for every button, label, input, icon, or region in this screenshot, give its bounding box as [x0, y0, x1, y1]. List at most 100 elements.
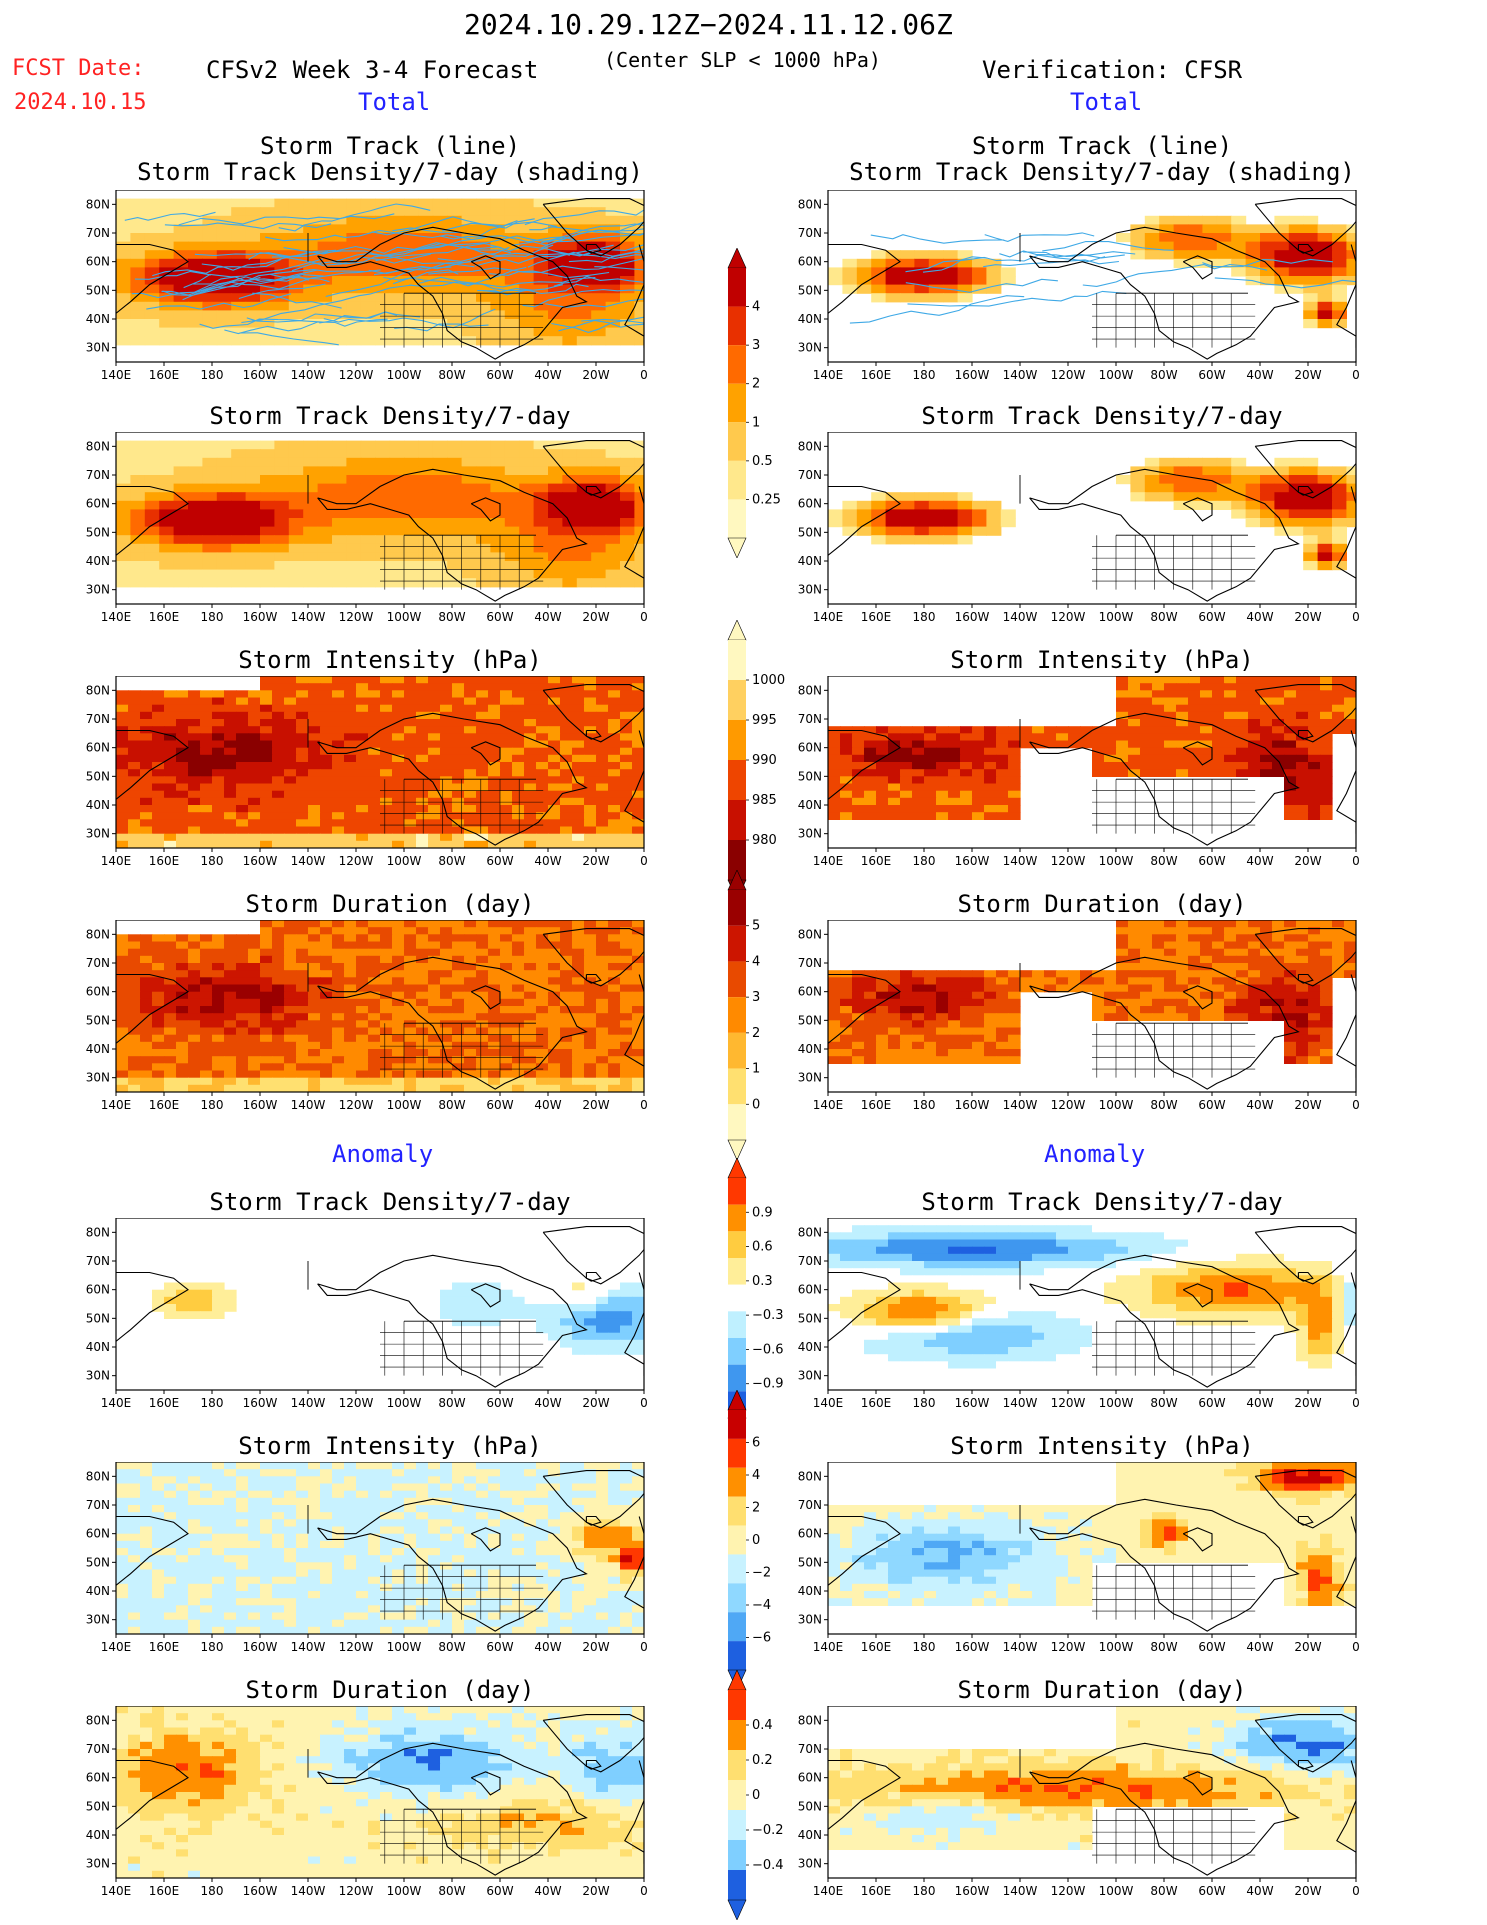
map-panel: 80N 70N 60N 50N 40N 30N 140E 160E 180 160W 140W 120…: [798, 432, 1360, 624]
lat-tick-label: 70N: [86, 956, 110, 970]
lon-tick-label: 160W: [243, 1098, 278, 1112]
lon-tick-label: 140W: [291, 368, 326, 382]
shading-field: [116, 1462, 644, 1634]
colorbar-label: 1000: [752, 673, 785, 688]
lat-tick-label: 80N: [798, 683, 822, 697]
lon-tick-label: 180: [201, 368, 224, 382]
lon-tick-label: 120W: [339, 610, 374, 624]
lon-tick-label: 160W: [243, 1884, 278, 1898]
colorbar-label: 1: [752, 1062, 760, 1077]
lat-tick-label: 80N: [798, 439, 822, 453]
colorbar-swatch: [728, 268, 746, 307]
lat-tick-label: 50N: [86, 525, 110, 539]
map-frame: [115, 432, 645, 605]
lat-tick-label: 40N: [798, 1584, 822, 1598]
lon-tick-label: 160W: [955, 368, 990, 382]
lon-tick-label: 0: [1352, 1396, 1360, 1410]
lat-tick-label: 80N: [86, 1713, 110, 1727]
colorbar-label: 0.6: [752, 1240, 773, 1255]
lon-tick-label: 40W: [534, 1396, 561, 1410]
map-plot-area: [115, 432, 645, 605]
colorbar-label: 0.3: [752, 1274, 773, 1289]
map-frame: [115, 1706, 645, 1879]
lon-tick-label: 140W: [291, 1396, 326, 1410]
lat-tick-label: 30N: [86, 827, 110, 841]
lat-tick-label: 60N: [86, 1771, 110, 1785]
colorbar-top-arrow: [727, 248, 747, 269]
lat-tick-label: 70N: [798, 1498, 822, 1512]
lon-tick-label: 120W: [339, 368, 374, 382]
map-frame: [115, 1218, 645, 1391]
lon-tick-label: 160W: [243, 1640, 278, 1654]
lon-tick-label: 140W: [1003, 368, 1038, 382]
lon-tick-label: 40W: [1246, 1884, 1273, 1898]
state-boundaries: [1019, 1749, 1256, 1864]
state-boundaries: [1019, 719, 1256, 834]
lat-tick-label: 30N: [86, 583, 110, 597]
lat-tick-label: 60N: [798, 1527, 822, 1541]
colorbar-label: 4: [752, 1468, 760, 1483]
colorbar-swatch: [728, 1810, 746, 1840]
lat-tick-label: 30N: [798, 1369, 822, 1383]
lat-tick-label: 60N: [798, 255, 822, 269]
lat-tick-label: 60N: [86, 1527, 110, 1541]
colorbar-top-arrow: [727, 620, 747, 641]
lat-tick-label: 40N: [798, 312, 822, 326]
title-density-right: Storm Track Density/7-day: [921, 402, 1283, 430]
map-panel: 80N 70N 60N 50N 40N 30N 140E 160E 180 160W 140W 120…: [798, 676, 1360, 868]
lat-tick-label: 50N: [86, 1013, 110, 1027]
colorbar-swatch: [728, 640, 746, 680]
map-plot-area: [115, 920, 645, 1093]
lat-tick-label: 50N: [798, 1799, 822, 1813]
colorbar-swatch: [728, 1311, 746, 1338]
lon-tick-label: 60W: [1198, 854, 1225, 868]
lat-tick-label: 50N: [798, 769, 822, 783]
lon-tick-label: 100W: [387, 1884, 422, 1898]
lat-tick-label: 80N: [86, 197, 110, 211]
lon-tick-label: 140W: [291, 610, 326, 624]
lon-tick-label: 0: [640, 1396, 648, 1410]
lon-tick-label: 0: [640, 1098, 648, 1112]
map-panel: 80N 70N 60N 50N 40N 30N 140E 160E 180 160W 140W 120…: [86, 190, 648, 382]
lat-tick-label: 70N: [798, 1742, 822, 1756]
lon-tick-label: 160E: [149, 1396, 180, 1410]
shading-field: [828, 1706, 1356, 1850]
lon-tick-label: 160W: [243, 1396, 278, 1410]
lon-tick-label: 120W: [1051, 368, 1086, 382]
colorbar-swatch: [728, 1068, 746, 1105]
lon-tick-label: 20W: [582, 368, 609, 382]
lat-tick-label: 60N: [798, 497, 822, 511]
map-frame: [827, 432, 1357, 605]
lon-tick-label: 180: [201, 1396, 224, 1410]
lon-tick-label: 40W: [1246, 610, 1273, 624]
lon-tick-label: 40W: [534, 610, 561, 624]
map-panel: 80N 70N 60N 50N 40N 30N 140E 160E 180 160W 140W 120…: [86, 1706, 648, 1898]
title-duration-anom-left: Storm Duration (day): [245, 1676, 535, 1704]
colorbar-label: 0.5: [752, 454, 773, 469]
state-boundaries: [307, 719, 544, 834]
lon-tick-label: 60W: [486, 1098, 513, 1112]
map-frame: [827, 1218, 1357, 1391]
lat-tick-label: 30N: [86, 1857, 110, 1871]
state-boundaries: [307, 233, 544, 348]
title-track-shading-left: Storm Track Density/7-day (shading): [137, 158, 643, 186]
lon-tick-label: 140W: [1003, 1396, 1038, 1410]
colorbar-swatch: [728, 840, 746, 880]
map-axes: 80N 70N 60N 50N 40N 30N 140E 160E 180 160W 140W 120…: [86, 1713, 648, 1898]
lon-tick-label: 40W: [534, 368, 561, 382]
lat-tick-label: 60N: [86, 255, 110, 269]
map-panel: 80N 70N 60N 50N 40N 30N 140E 160E 180 160W 140W 120…: [798, 1706, 1360, 1898]
colorbar-label: 2: [752, 377, 760, 392]
lon-tick-label: 20W: [1294, 1640, 1321, 1654]
lat-tick-label: 50N: [86, 1799, 110, 1813]
shading-field: [116, 676, 644, 848]
coastlines: [116, 1470, 644, 1632]
colorbar-label: 2: [752, 1501, 760, 1516]
lon-tick-label: 80W: [438, 1884, 465, 1898]
lat-tick-label: 30N: [798, 341, 822, 355]
lon-tick-label: 60W: [486, 1396, 513, 1410]
lon-tick-label: 140W: [291, 1640, 326, 1654]
lon-tick-label: 100W: [1099, 1884, 1134, 1898]
map-plot-area: [827, 920, 1357, 1093]
map-frame: [827, 1706, 1357, 1879]
